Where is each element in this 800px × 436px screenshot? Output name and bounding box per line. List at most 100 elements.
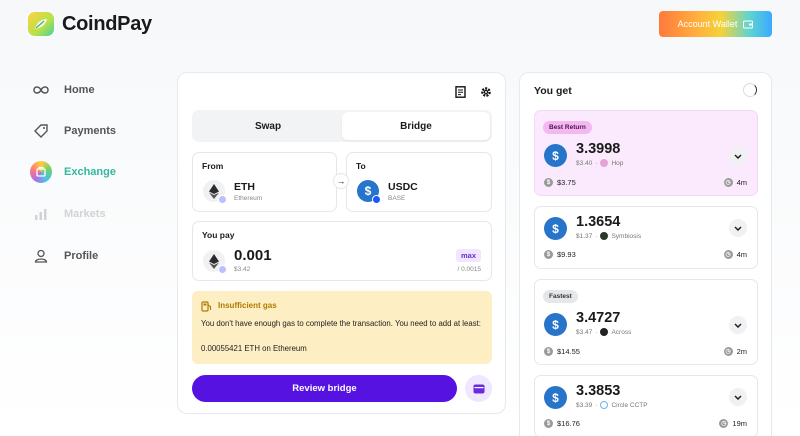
sidebar-item-home[interactable]: Home: [30, 79, 95, 101]
quote-usd: $3.40: [576, 159, 593, 167]
quote-card[interactable]: $ 1.3654 $1.37 · Symbiosis $ $9.93 ◷ 4m: [534, 206, 758, 269]
clock-icon: ◷: [719, 419, 729, 428]
hop-provider-icon: [600, 159, 609, 167]
account-wallet-label: Account Wallet: [677, 19, 738, 29]
sidebar-item-label: Exchange: [64, 166, 116, 178]
fee-coin-icon: $: [544, 419, 553, 428]
wallet-icon: [743, 20, 754, 28]
sidebar-item-label: Markets: [64, 208, 106, 220]
quote-detail: $3.47 · Across: [576, 328, 632, 336]
chevron-down-icon[interactable]: [729, 388, 747, 406]
fee-coin-icon: $: [544, 178, 553, 187]
quote-provider: Circle CCTP: [611, 401, 648, 409]
quote-detail: $1.37 · Symbiosis: [576, 232, 642, 240]
to-network-name: BASE: [388, 195, 406, 202]
exchange-icon: [30, 161, 52, 183]
quote-detail: $3.39 · Circle CCTP: [576, 401, 648, 409]
clock-icon: ◷: [723, 347, 733, 356]
sidebar-item-label: Payments: [64, 125, 116, 137]
quote-card[interactable]: $ 3.3853 $3.39 · Circle CCTP $ $16.76 ◷ 1…: [534, 375, 758, 436]
account-wallet-button[interactable]: Account Wallet: [659, 11, 772, 37]
quote-provider: Symbiosis: [611, 232, 642, 240]
quote-fee: $ $16.76: [544, 419, 580, 428]
tab-swap[interactable]: Swap: [254, 120, 282, 132]
pay-usd-value: $3.42: [234, 266, 251, 273]
to-label: To: [356, 161, 366, 171]
token-balance: / 0.0015: [457, 266, 482, 273]
quote-time: ◷ 2m: [723, 347, 747, 356]
ethereum-network-icon: [218, 195, 227, 204]
quote-fee: $ $14.55: [544, 347, 580, 356]
sidebar-item-payments[interactable]: Payments: [30, 120, 116, 142]
swap-bridge-toggle: Swap Bridge: [192, 110, 492, 142]
direction-arrow-icon[interactable]: →: [333, 173, 349, 189]
quote-provider: Across: [611, 328, 632, 336]
usdc-token-icon: $: [544, 386, 567, 409]
infinity-icon: [30, 79, 52, 101]
quote-card[interactable]: Fastest $ 3.4727 $3.47 · Across $ $14.55 …: [534, 279, 758, 365]
clock-icon: ◷: [723, 250, 733, 259]
bar-chart-icon: [30, 203, 52, 225]
quote-time: ◷ 19m: [719, 419, 747, 428]
settings-gear-icon[interactable]: [480, 85, 492, 97]
chevron-down-icon[interactable]: [729, 147, 747, 165]
usdc-token-icon: $: [544, 144, 567, 167]
sidebar-item-exchange[interactable]: Exchange: [30, 161, 116, 183]
best-return-badge: Best Return: [543, 121, 592, 134]
quote-amount: 1.3654: [576, 214, 621, 230]
quote-usd: $3.47: [576, 328, 593, 336]
across-provider-icon: [600, 328, 609, 336]
quote-usd: $3.39: [576, 401, 593, 409]
pay-amount-input[interactable]: 0.001: [234, 247, 272, 264]
fee-coin-icon: $: [544, 347, 553, 356]
pay-amount-box: You pay 0.001 $3.42 max / 0.0015: [192, 221, 492, 281]
quotes-panel: You get Best Return $ 3.3998 $3.40 · Hop …: [519, 72, 772, 436]
sidebar-item-profile[interactable]: Profile: [30, 245, 98, 267]
max-button[interactable]: max: [455, 249, 481, 262]
from-token-selector[interactable]: From ETH Ethereum: [192, 152, 337, 212]
review-bridge-button[interactable]: Review bridge: [192, 375, 457, 402]
insufficient-gas-alert: Insufficient gas You don't have enough g…: [192, 291, 492, 364]
tab-bridge[interactable]: Bridge: [342, 112, 490, 140]
to-token-symbol: USDC: [388, 181, 418, 193]
sidebar-item-label: Home: [64, 84, 95, 96]
quote-time: ◷ 4m: [723, 250, 747, 259]
quote-detail: $3.40 · Hop: [576, 159, 624, 167]
logo-icon: [28, 12, 54, 36]
tag-icon: [30, 120, 52, 142]
sidebar-item-label: Profile: [64, 250, 99, 262]
receipt-icon[interactable]: [455, 85, 467, 98]
quote-provider: Hop: [611, 159, 624, 167]
usdc-token-icon: $: [544, 313, 567, 336]
sidebar-item-markets: Markets: [30, 203, 106, 225]
warning-message: You don't have enough gas to complete th…: [201, 319, 481, 328]
brand-logo[interactable]: CoindPay: [28, 12, 152, 36]
circle-cctp-provider-icon: [600, 401, 609, 409]
quote-fee: $ $9.93: [544, 250, 576, 259]
quote-amount: 3.4727: [576, 310, 621, 326]
refresh-spinner-icon[interactable]: [743, 83, 757, 97]
fee-coin-icon: $: [544, 250, 553, 259]
bridge-card: Swap Bridge From ETH Ethereum → To $ USD…: [177, 72, 506, 414]
warning-title: Insufficient gas: [218, 301, 277, 310]
from-network-name: Ethereum: [234, 195, 263, 202]
wallet-button[interactable]: [465, 375, 492, 402]
base-network-icon: [372, 195, 381, 204]
quote-usd: $1.37: [576, 232, 593, 240]
chevron-down-icon[interactable]: [729, 316, 747, 334]
symbiosis-provider-icon: [600, 232, 609, 240]
user-icon: [30, 245, 52, 267]
quote-amount: 3.3998: [576, 141, 621, 157]
chevron-down-icon[interactable]: [729, 219, 747, 237]
quote-time: ◷ 4m: [723, 178, 747, 187]
quote-card[interactable]: Best Return $ 3.3998 $3.40 · Hop $ $3.75 …: [534, 110, 758, 196]
ethereum-network-icon: [218, 265, 227, 274]
fastest-badge: Fastest: [543, 290, 578, 303]
to-token-selector[interactable]: To $ USDC BASE: [346, 152, 492, 212]
quote-fee: $ $3.75: [544, 178, 576, 187]
warning-required-amount: 0.00055421 ETH on Ethereum: [201, 344, 307, 353]
usdc-token-icon: $: [544, 217, 567, 240]
clock-icon: ◷: [723, 178, 733, 187]
brand-name: CoindPay: [62, 12, 152, 35]
from-token-symbol: ETH: [234, 181, 255, 193]
